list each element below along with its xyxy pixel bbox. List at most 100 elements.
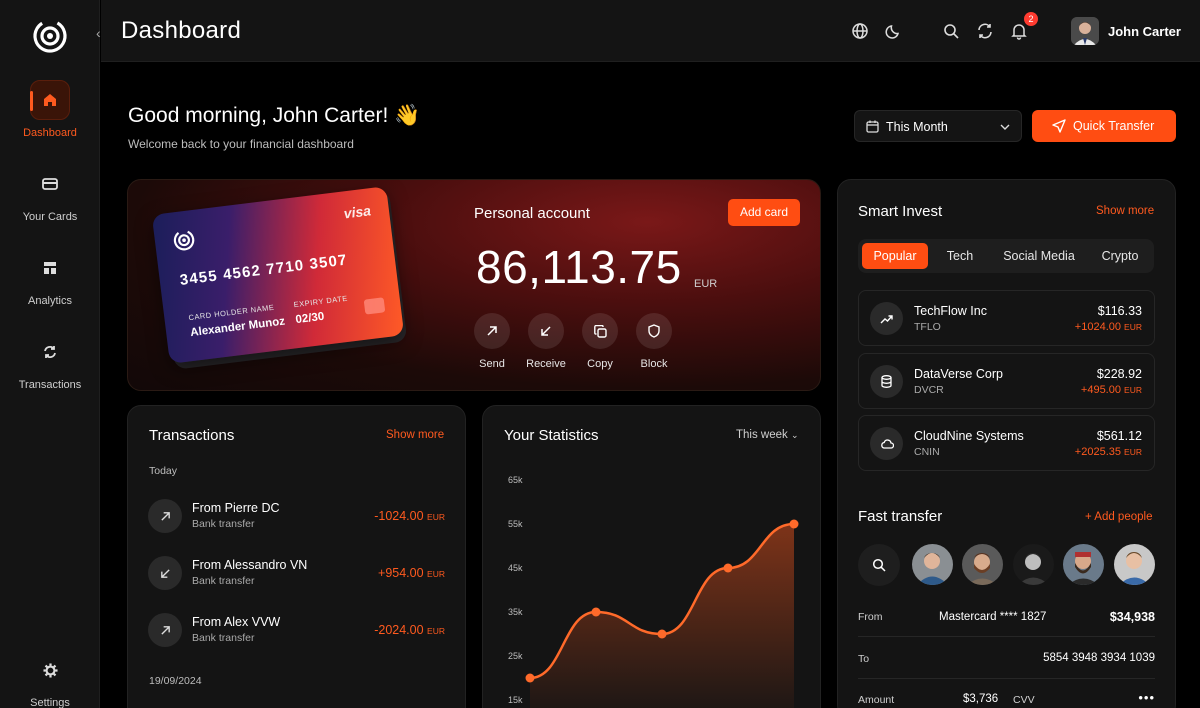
- cvv-label: CVV: [1013, 694, 1035, 706]
- card-number: 3455 4562 7710 3507: [178, 251, 349, 289]
- chevron-down-icon: [1000, 124, 1010, 130]
- sidebar-item-dashboard[interactable]: Dashboard: [0, 80, 100, 139]
- tab-popular[interactable]: Popular: [862, 243, 928, 269]
- transaction-type: Bank transfer: [192, 632, 255, 644]
- transaction-amount: -2024.00 EUR: [340, 623, 445, 637]
- account-label: Personal account: [474, 205, 590, 222]
- chart-point[interactable]: [723, 563, 733, 573]
- sidebar-item-analytics[interactable]: Analytics: [0, 248, 100, 307]
- stock-change: +495.00 EUR: [1081, 384, 1142, 396]
- statistics-title: Your Statistics: [504, 427, 599, 444]
- stock-item[interactable]: DataVerse Corp DVCR $228.92 +495.00 EUR: [858, 353, 1155, 409]
- search-icon: [872, 558, 886, 572]
- chart-point[interactable]: [657, 629, 667, 639]
- receive-label: Receive: [526, 358, 566, 370]
- to-label: To: [858, 653, 870, 665]
- transactions-panel: [127, 405, 466, 708]
- period-select[interactable]: This Month: [854, 110, 1022, 142]
- from-label: From: [858, 611, 883, 623]
- transaction-amount: -1024.00 EUR: [340, 509, 445, 523]
- user-avatar[interactable]: [1071, 17, 1099, 45]
- greeting-subtitle: Welcome back to your financial dashboard: [128, 137, 354, 151]
- contact-avatar[interactable]: [962, 544, 1003, 585]
- send-icon: [1052, 119, 1066, 133]
- receive-button[interactable]: Receive: [526, 313, 566, 370]
- chart-area: [530, 524, 794, 708]
- chart-point[interactable]: [789, 519, 799, 529]
- top-header: ‹ Dashboard 2 John Carter: [96, 0, 1200, 62]
- stock-change-currency: EUR: [1124, 385, 1142, 395]
- divider: [858, 636, 1155, 637]
- page-title: Dashboard: [121, 17, 242, 44]
- stock-item[interactable]: TechFlow Inc TFLO $116.33 +1024.00 EUR: [858, 290, 1155, 346]
- collapse-sidebar-chevron-icon[interactable]: ‹: [96, 25, 101, 41]
- stock-name: TechFlow Inc: [914, 304, 987, 318]
- send-button[interactable]: Send: [473, 313, 511, 370]
- transaction-currency: EUR: [427, 569, 445, 579]
- cvv-input[interactable]: •••: [1138, 690, 1155, 705]
- card-icon: [42, 178, 58, 190]
- transaction-amount-value: -2024.00: [374, 623, 424, 637]
- stock-ticker: DVCR: [914, 384, 944, 396]
- stock-change: +2025.35 EUR: [1075, 446, 1142, 458]
- arrow-up-right-icon: [487, 326, 497, 336]
- add-card-button[interactable]: Add card: [728, 199, 800, 226]
- stock-change-value: +495.00: [1080, 384, 1121, 396]
- from-card[interactable]: Mastercard **** 1827: [939, 611, 1047, 623]
- transaction-type: Bank transfer: [192, 518, 255, 530]
- contact-avatar[interactable]: [912, 544, 953, 585]
- chart-point[interactable]: [591, 607, 601, 617]
- sidebar-item-label: Settings: [30, 697, 70, 708]
- bell-icon[interactable]: [1010, 22, 1028, 40]
- card-chip-icon: [363, 297, 386, 315]
- tab-tech[interactable]: Tech: [946, 249, 974, 263]
- sidebar-item-settings[interactable]: Settings: [0, 650, 100, 708]
- y-tick-label: 45k: [508, 563, 523, 573]
- quick-transfer-button[interactable]: Quick Transfer: [1032, 110, 1176, 142]
- period-select-value: This Month: [886, 120, 948, 134]
- trend-up-icon: [880, 314, 893, 323]
- moon-icon[interactable]: [885, 22, 903, 40]
- add-people-link[interactable]: + Add people: [1085, 511, 1153, 523]
- search-icon[interactable]: [942, 22, 960, 40]
- user-name: John Carter: [1108, 24, 1181, 39]
- statistics-period-select[interactable]: This week ⌄: [736, 429, 799, 441]
- sidebar-item-transactions[interactable]: Transactions: [0, 332, 100, 391]
- globe-icon[interactable]: [851, 22, 869, 40]
- sidebar-item-label: Analytics: [27, 295, 73, 307]
- bank-card[interactable]: visa 3455 4562 7710 3507 CARD HOLDER NAM…: [151, 186, 405, 364]
- amount-label: Amount: [858, 694, 895, 706]
- refresh-icon[interactable]: [976, 22, 994, 40]
- tab-social-media[interactable]: Social Media: [1003, 249, 1075, 263]
- stock-change-currency: EUR: [1124, 322, 1142, 332]
- shield-icon: [648, 324, 660, 338]
- chart-point[interactable]: [525, 673, 535, 683]
- account-currency: EUR: [694, 278, 718, 290]
- block-button[interactable]: Block: [635, 313, 673, 370]
- contact-search-button[interactable]: [858, 544, 900, 586]
- chevron-down-icon: ⌄: [790, 430, 799, 440]
- divider: [858, 678, 1155, 679]
- stock-item[interactable]: CloudNine Systems CNIN $561.12 +2025.35 …: [858, 415, 1155, 471]
- transaction-amount-value: +954.00: [378, 566, 424, 580]
- sidebar-item-label: Your Cards: [22, 211, 78, 223]
- arrow-down-left-icon: [160, 568, 170, 578]
- contact-avatar[interactable]: [1063, 544, 1104, 585]
- from-amount: $34,938: [1109, 610, 1155, 624]
- smart-invest-show-more-link[interactable]: Show more: [1096, 205, 1155, 217]
- sidebar-item-label: Transactions: [18, 379, 82, 391]
- statistics-period-value: This week: [736, 429, 788, 441]
- tab-crypto[interactable]: Crypto: [1101, 249, 1139, 263]
- database-icon: [881, 375, 892, 388]
- arrow-up-right-icon: [160, 511, 170, 521]
- transactions-show-more-link[interactable]: Show more: [386, 429, 445, 441]
- amount-input[interactable]: $3,736: [963, 693, 999, 705]
- stock-ticker: CNIN: [914, 446, 940, 458]
- sidebar-item-your-cards[interactable]: Your Cards: [0, 164, 100, 223]
- arrow-down-left-icon: [541, 326, 551, 336]
- copy-button[interactable]: Copy: [581, 313, 619, 370]
- contact-avatar[interactable]: [1013, 544, 1054, 585]
- to-account[interactable]: 5854 3948 3934 1039: [1043, 652, 1155, 664]
- y-tick-label: 25k: [508, 651, 523, 661]
- contact-avatar[interactable]: [1114, 544, 1155, 585]
